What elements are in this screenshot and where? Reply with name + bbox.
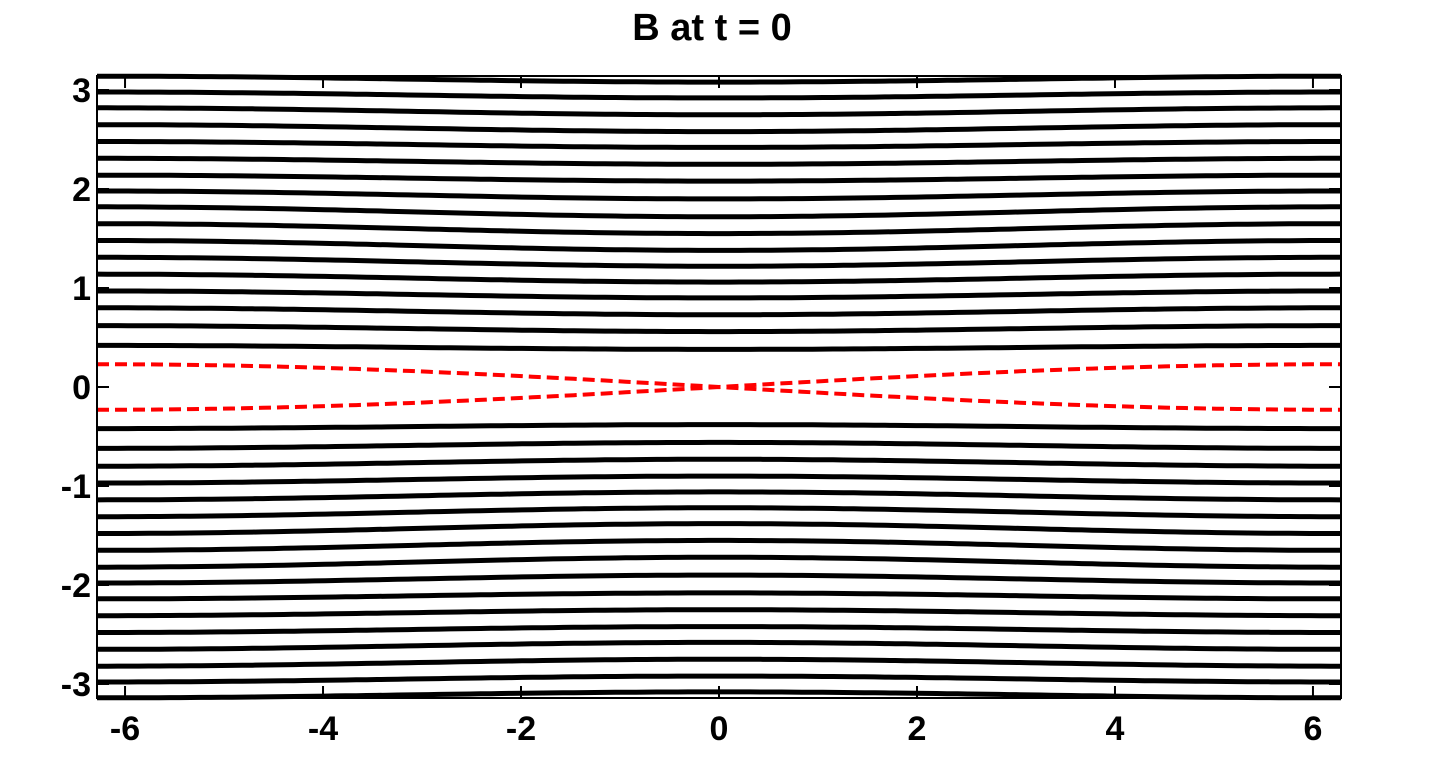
x-tick-label: -2 <box>506 710 536 748</box>
field-line <box>96 271 1342 285</box>
y-tick-label: -2 <box>61 567 91 605</box>
field-line <box>97 139 1341 150</box>
field-line <box>97 288 1341 301</box>
field-line <box>97 673 1341 685</box>
field-line <box>97 590 1341 602</box>
field-line <box>97 204 1341 220</box>
field-line <box>97 323 1341 335</box>
field-line <box>97 155 1341 167</box>
field-line <box>97 656 1341 669</box>
field-line <box>97 521 1341 536</box>
field-line <box>97 439 1341 451</box>
field-line <box>97 105 1341 118</box>
field-line <box>97 238 1341 253</box>
field-line <box>97 305 1341 318</box>
field-line <box>97 505 1341 520</box>
field-line <box>97 254 1341 269</box>
field-line <box>97 624 1341 635</box>
field-line <box>96 489 1342 503</box>
x-tick-label: -6 <box>110 710 140 748</box>
separatrix-line <box>97 362 1341 390</box>
x-tick-label: 4 <box>1106 710 1125 748</box>
field-line <box>97 172 1341 184</box>
separatrix-line <box>97 384 1341 412</box>
field-line <box>97 607 1341 619</box>
field-line <box>97 422 1341 432</box>
x-axis: -6 -4 -2 0 2 4 6 <box>110 76 1323 748</box>
y-tick-label: 3 <box>72 72 91 110</box>
field-line <box>97 221 1341 237</box>
y-tick-label: 2 <box>72 171 91 209</box>
field-line <box>97 537 1341 553</box>
field-line <box>97 572 1341 586</box>
x-tick-label: 6 <box>1304 710 1323 748</box>
chart-title: B at t = 0 <box>632 7 791 49</box>
field-line <box>97 122 1341 135</box>
y-tick-label: -3 <box>61 666 91 704</box>
y-axis: -3 -2 -1 0 1 2 3 <box>61 72 1341 704</box>
y-tick-label: 0 <box>72 369 91 407</box>
field-line <box>97 554 1341 570</box>
field-line <box>97 639 1341 652</box>
field-line <box>97 456 1341 469</box>
field-line <box>97 342 1341 352</box>
field-line <box>97 473 1341 486</box>
x-tick-label: 0 <box>710 710 729 748</box>
separatrix-layer <box>97 362 1341 412</box>
field-line <box>97 188 1341 202</box>
field-line <box>97 89 1341 101</box>
y-tick-label: 1 <box>72 270 91 308</box>
x-tick-label: -4 <box>308 710 338 748</box>
field-lines-layer <box>96 73 1342 701</box>
x-tick-label: 2 <box>908 710 927 748</box>
y-tick-label: -1 <box>61 468 91 506</box>
